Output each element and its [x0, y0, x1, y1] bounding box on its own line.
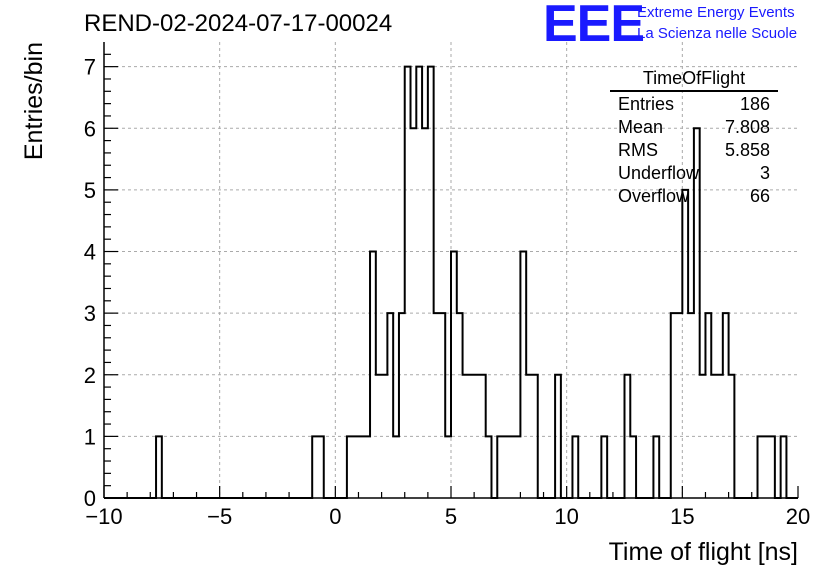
x-tick-label: 20 — [786, 504, 810, 529]
histogram-bin — [503, 436, 509, 498]
x-tick-label: 10 — [554, 504, 578, 529]
x-tick-label: −5 — [207, 504, 232, 529]
x-tick-label: 0 — [329, 504, 341, 529]
histogram-bin — [358, 436, 364, 498]
logo-line-1: Extreme Energy Events — [637, 4, 795, 21]
stats-row: Entries 186 — [610, 93, 778, 116]
y-tick-label: 6 — [84, 116, 96, 141]
stats-row: Mean 7.808 — [610, 116, 778, 139]
stats-value: 186 — [739, 94, 770, 114]
stats-row: Overflow 66 — [610, 185, 778, 208]
stats-value: 3 — [759, 163, 770, 183]
histogram-bin — [364, 436, 370, 498]
y-tick-label: 7 — [84, 55, 96, 80]
stats-label: Entries — [618, 94, 675, 114]
y-tick-label: 4 — [84, 240, 96, 265]
histogram-bin — [434, 313, 440, 498]
stats-label: Mean — [618, 117, 664, 137]
eee-logo: EEE — [543, 0, 645, 53]
stats-row: Underflow 3 — [610, 162, 778, 185]
histogram-bin — [445, 436, 451, 498]
histogram-bin — [677, 313, 683, 498]
histogram-bin — [509, 436, 515, 498]
y-tick-label: 0 — [84, 486, 96, 511]
chart-title: REND-02-2024-07-17-00024 — [84, 10, 393, 37]
y-tick-label: 5 — [84, 178, 96, 203]
stats-value: 5.858 — [724, 140, 770, 160]
stats-label: RMS — [618, 140, 658, 160]
x-tick-label: 5 — [445, 504, 457, 529]
stats-title: TimeOfFlight — [610, 68, 778, 92]
histogram-bin — [393, 436, 399, 498]
stats-value: 66 — [749, 186, 770, 206]
y-tick-label: 3 — [84, 301, 96, 326]
histogram-line — [104, 65, 798, 499]
y-tick-label: 1 — [84, 424, 96, 449]
histogram-bin — [688, 313, 694, 498]
x-axis-label: Time of flight [ns] — [609, 538, 798, 566]
stats-label: Underflow — [618, 163, 700, 183]
histogram-bin — [515, 436, 521, 498]
histogram-bin — [763, 436, 769, 498]
stats-box: TimeOfFlight Entries 186 Mean 7.808 RMS 5.858… — [610, 68, 778, 208]
stats-value: 7.808 — [724, 117, 770, 137]
x-tick-label: −10 — [85, 504, 122, 529]
x-tick-label: 15 — [670, 504, 694, 529]
stats-label: Overflow — [618, 186, 690, 206]
stats-row: RMS 5.858 — [610, 139, 778, 162]
histogram-bin — [353, 436, 359, 498]
y-tick-label: 2 — [84, 363, 96, 388]
y-axis-label: Entries/bin — [20, 42, 48, 160]
logo-line-2: La Scienza nelle Scuole — [637, 25, 798, 42]
histogram-bin — [416, 67, 422, 498]
